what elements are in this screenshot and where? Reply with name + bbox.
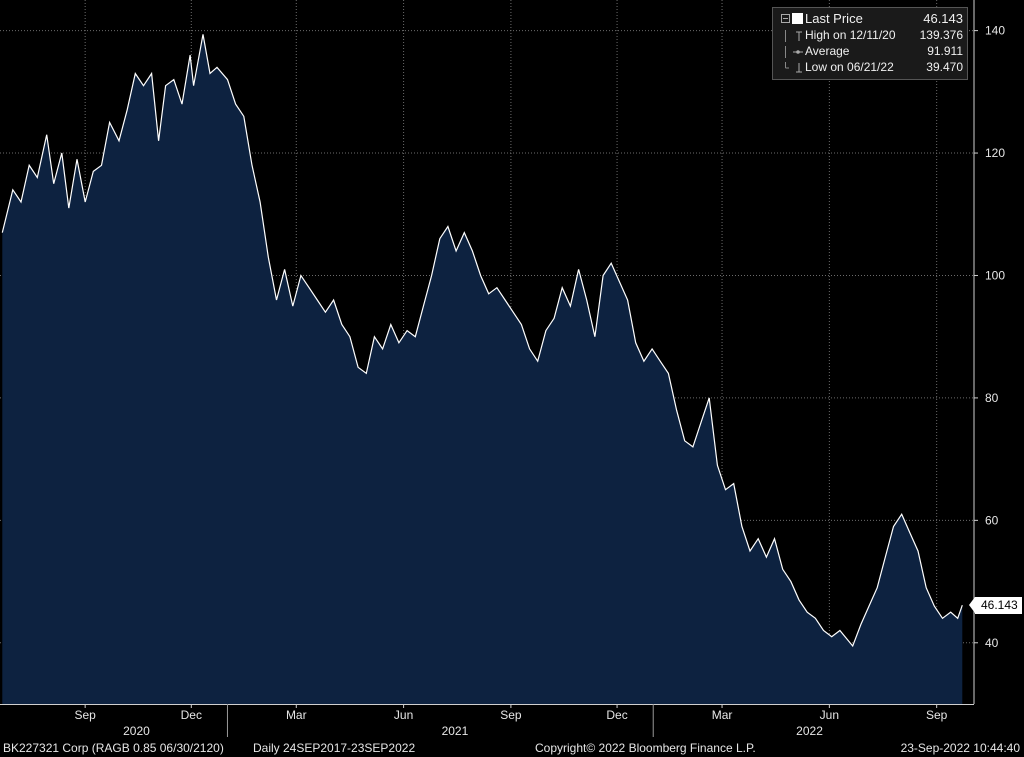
legend-item-last-price: Last Price 46.143 xyxy=(773,11,969,27)
price-chart: 40 60 80 100 120 140 Sep Dec Mar Jun Sep Dec Mar Jun… xyxy=(0,0,1005,738)
legend-label: Low on 06/21/22 xyxy=(805,60,894,74)
x-tick-label: Mar xyxy=(286,708,307,722)
legend-item-low: Low on 06/21/22 39.470 xyxy=(773,60,969,76)
low-marker-icon xyxy=(785,62,802,73)
legend-value: 139.376 xyxy=(919,28,963,42)
x-tick-label: Sep xyxy=(74,708,96,722)
footer-security: BK227321 Corp (RAGB 0.85 06/30/2120) xyxy=(3,741,224,755)
x-tick-label: Jun xyxy=(394,708,413,722)
legend-value: 46.143 xyxy=(923,11,963,26)
axes xyxy=(0,0,975,705)
x-axis-ticks: Sep Dec Mar Jun Sep Dec Mar Jun Sep 2020 2021 2022 xyxy=(74,704,948,738)
legend-label: High on 12/11/20 xyxy=(805,28,896,42)
year-label: 2021 xyxy=(442,724,469,738)
legend: Last Price 46.143 High on 12/11/20 139.3… xyxy=(772,7,968,80)
footer-timestamp: 23-Sep-2022 10:44:40 xyxy=(900,741,1020,755)
high-marker-icon xyxy=(785,30,802,42)
collapse-icon xyxy=(781,13,803,24)
legend-label: Average xyxy=(805,44,850,58)
x-tick-label: Dec xyxy=(181,708,202,722)
y-axis-ticks: 40 60 80 100 120 140 xyxy=(974,24,1005,650)
y-tick-label: 60 xyxy=(985,513,999,527)
x-tick-label: Sep xyxy=(500,708,522,722)
legend-item-average: Average 91.911 xyxy=(773,44,969,60)
legend-value: 91.911 xyxy=(927,44,963,58)
price-line xyxy=(1,34,963,648)
y-tick-label: 140 xyxy=(985,24,1005,38)
average-marker-icon xyxy=(785,46,803,58)
x-tick-label: Sep xyxy=(926,708,948,722)
x-tick-label: Mar xyxy=(712,708,733,722)
y-tick-label: 40 xyxy=(985,636,999,650)
year-label: 2020 xyxy=(123,724,150,738)
y-tick-label: 100 xyxy=(985,268,1005,282)
legend-label: Last Price xyxy=(805,11,863,26)
y-tick-label: 120 xyxy=(985,146,1005,160)
footer-range: Daily 24SEP2017-23SEP2022 xyxy=(253,741,416,755)
last-price-tag: 46.143 xyxy=(969,596,1022,614)
x-tick-label: Dec xyxy=(606,708,627,722)
footer: BK227321 Corp (RAGB 0.85 06/30/2120) Dai… xyxy=(0,738,1024,757)
legend-item-high: High on 12/11/20 139.376 xyxy=(773,28,969,44)
legend-value: 39.470 xyxy=(926,60,963,74)
footer-copyright: Copyright© 2022 Bloomberg Finance L.P. xyxy=(535,741,756,755)
year-label: 2022 xyxy=(796,724,823,738)
x-tick-label: Jun xyxy=(820,708,839,722)
y-tick-label: 80 xyxy=(985,391,999,405)
price-area xyxy=(2,34,963,704)
